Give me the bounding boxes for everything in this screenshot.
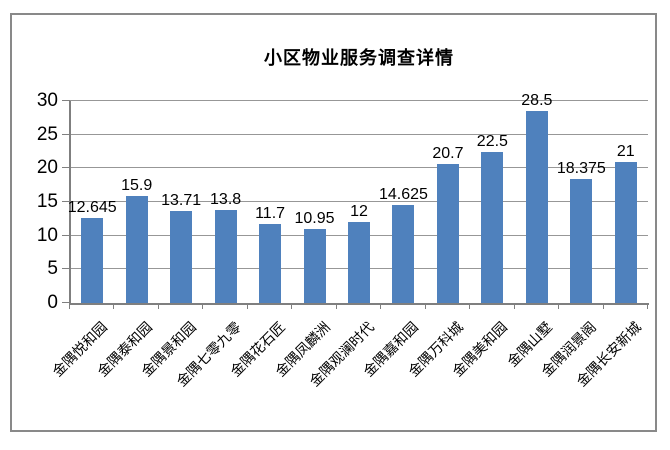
y-axis-tick — [62, 268, 70, 270]
y-axis-tick — [62, 302, 70, 303]
x-axis-tick — [424, 303, 426, 309]
bar — [170, 210, 193, 303]
data-label: 21 — [616, 142, 635, 160]
y-axis-tick — [62, 201, 70, 202]
y-tick-label: 30 — [36, 90, 58, 111]
y-tick-label: 5 — [47, 258, 58, 280]
data-label: 13.71 — [161, 191, 202, 209]
bar — [614, 161, 637, 303]
chart-frame — [10, 13, 657, 432]
bar — [259, 224, 282, 303]
data-label: 28.5 — [521, 92, 553, 110]
data-label: 22.5 — [476, 132, 508, 150]
x-axis-tick — [291, 303, 293, 309]
x-axis-tick — [246, 303, 248, 309]
y-tick-label: 10 — [36, 224, 58, 246]
y-axis-line — [69, 101, 71, 305]
y-tick-label: 0 — [47, 292, 58, 313]
gridline — [70, 133, 648, 135]
bar — [436, 163, 459, 303]
gridline — [70, 167, 648, 169]
bar — [481, 151, 504, 303]
x-axis-tick — [157, 303, 159, 309]
data-label: 12 — [350, 203, 368, 221]
data-label: 15.9 — [121, 176, 153, 194]
bar — [81, 217, 104, 303]
x-axis-tick — [69, 303, 70, 309]
bar — [303, 229, 326, 303]
bar — [214, 210, 237, 303]
data-label: 11.7 — [255, 205, 286, 223]
x-axis-tick — [469, 303, 471, 309]
y-tick-label: 25 — [36, 123, 58, 145]
x-axis-tick — [380, 303, 382, 309]
y-axis-tick — [62, 100, 70, 101]
y-tick-label: 20 — [36, 157, 58, 179]
x-axis-tick — [513, 303, 515, 309]
y-axis-tick — [62, 133, 70, 135]
bar — [125, 195, 148, 303]
chart-title: 小区物业服务调查详情 — [264, 48, 454, 68]
x-axis-tick — [558, 303, 560, 309]
y-axis-tick — [62, 234, 70, 236]
y-axis-tick — [62, 167, 70, 169]
bar — [525, 111, 548, 303]
data-label: 13.8 — [210, 191, 242, 209]
x-axis-tick — [113, 303, 115, 309]
x-axis-tick — [335, 303, 337, 309]
data-label: 10.95 — [294, 210, 335, 228]
data-label: 20.7 — [432, 144, 464, 162]
gridline — [70, 100, 648, 101]
bar — [570, 179, 593, 303]
bar — [348, 222, 370, 303]
x-axis-line — [69, 303, 649, 305]
gridline — [70, 201, 648, 202]
data-label: 18.375 — [556, 160, 606, 178]
y-tick-label: 15 — [36, 191, 58, 212]
x-axis-tick — [647, 303, 648, 309]
bar — [392, 204, 415, 303]
data-label: 12.645 — [67, 198, 117, 216]
x-axis-tick — [602, 303, 604, 309]
data-label: 14.625 — [378, 185, 428, 203]
x-axis-tick — [202, 303, 204, 309]
